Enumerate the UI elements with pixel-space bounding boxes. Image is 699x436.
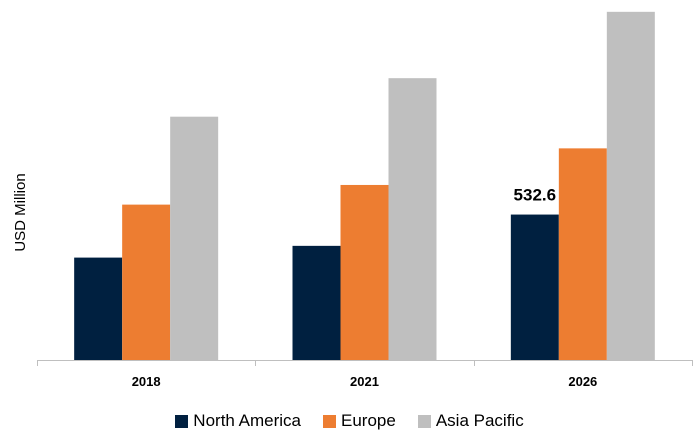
x-tick-label: 2018 — [132, 374, 161, 389]
legend-item-europe: Europe — [323, 411, 396, 431]
bar-north-america-2018 — [74, 257, 123, 360]
bar-asia-pacific-2018 — [170, 116, 219, 360]
y-axis-label: USD Million — [12, 173, 29, 251]
legend-label: North America — [193, 411, 301, 430]
legend-swatch — [175, 414, 189, 428]
legend: North America Europe Asia Pacific — [0, 411, 699, 431]
legend-swatch — [417, 414, 431, 428]
data-label: 532.6 — [514, 186, 557, 205]
bar-europe-2026 — [558, 148, 607, 360]
bar-europe-2021 — [340, 184, 389, 360]
bar-chart: USD Million 2018 2021 2026 532.6 — [12, 11, 693, 389]
bar-north-america-2021 — [292, 245, 341, 360]
x-tick-label: 2026 — [568, 374, 597, 389]
bar-asia-pacific-2026 — [606, 11, 655, 360]
x-tick-label: 2021 — [350, 374, 379, 389]
legend-swatch — [323, 414, 336, 428]
legend-label: Europe — [341, 411, 396, 430]
bar-asia-pacific-2021 — [388, 78, 437, 360]
legend-label: Asia Pacific — [435, 411, 524, 430]
bar-north-america-2026 — [510, 214, 559, 360]
legend-item-north-america: North America — [175, 411, 301, 431]
legend-item-asia-pacific: Asia Pacific — [417, 411, 524, 431]
bar-europe-2018 — [122, 204, 171, 360]
